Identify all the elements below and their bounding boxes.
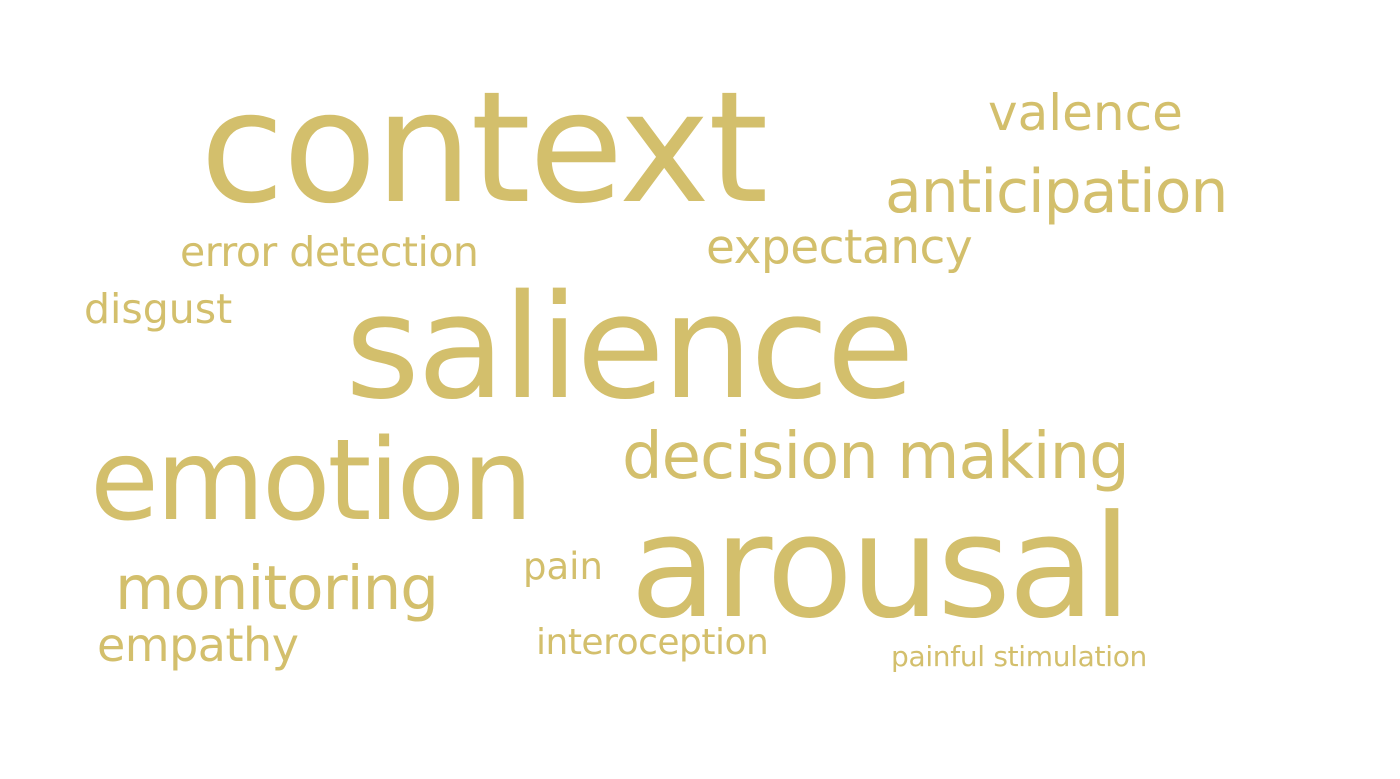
word-disgust: disgust — [84, 285, 233, 333]
word-empathy: empathy — [97, 618, 299, 672]
word-monitoring: monitoring — [115, 553, 439, 624]
word-valence: valence — [988, 84, 1183, 142]
word-pain: pain — [523, 545, 603, 588]
word-anticipation: anticipation — [885, 157, 1228, 227]
word-emotion: emotion — [90, 416, 533, 546]
word-decision-making: decision making — [622, 420, 1130, 494]
word-context: context — [200, 59, 768, 238]
word-expectancy: expectancy — [706, 220, 973, 275]
word-salience: salience — [345, 263, 915, 431]
word-arousal: arousal — [630, 485, 1132, 650]
word-error-detection: error detection — [180, 228, 479, 276]
word-painful-stimulation: painful stimulation — [891, 640, 1147, 673]
word-interoception: interoception — [536, 622, 769, 663]
